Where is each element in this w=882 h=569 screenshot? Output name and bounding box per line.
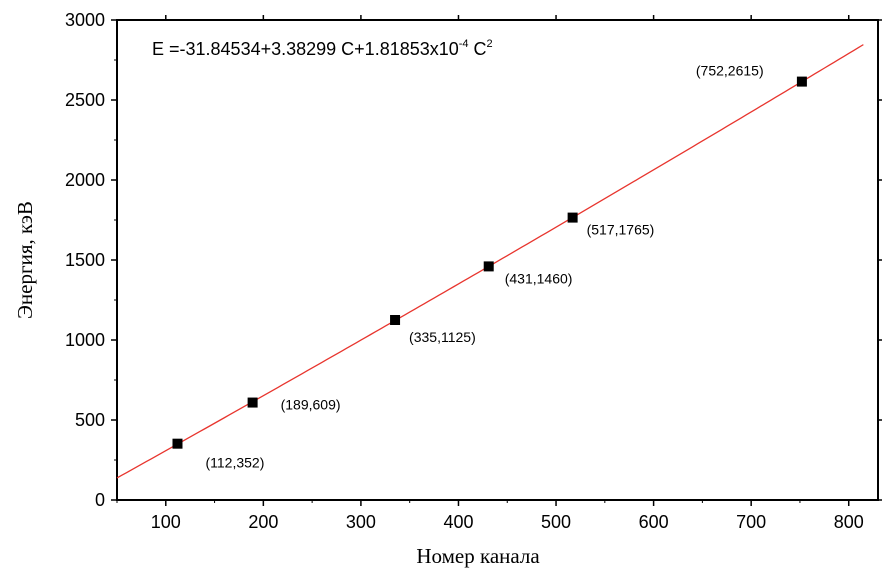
data-point [567,212,578,223]
data-point-label: (112,352) [205,455,264,471]
y-tick-label: 2500 [65,90,105,110]
x-tick-label: 300 [346,512,376,532]
y-tick-label: 3000 [65,10,105,30]
data-point [390,315,401,325]
data-point-label: (752,2615) [696,63,764,79]
y-tick-label: 1500 [65,250,105,270]
data-point-label: (517,1765) [587,222,655,238]
equation-exponent-2: 2 [487,38,493,50]
axes [116,19,879,501]
fit-layer [116,44,864,479]
y-tick-label: 500 [75,410,105,430]
x-tick-label: 700 [736,512,766,532]
data-point-label: (431,1460) [505,270,573,286]
points-layer [172,76,807,449]
x-tick-label: 200 [248,512,278,532]
x-tick-label: 400 [443,512,473,532]
ticks: 100 200 300 400 500 600 700 800 0 500 1000 1500 2000… [65,10,882,532]
equation-main: E =-31.84534+3.38299 C+1.81853x10 [152,39,459,59]
x-tick-label: 800 [834,512,864,532]
equation-annotation: E =-31.84534+3.38299 C+1.81853x10-4 C2 [152,38,493,59]
data-point [483,261,494,272]
plot-frame [116,19,879,501]
y-tick-label: 2000 [65,170,105,190]
y-tick-label: 0 [95,490,105,510]
x-tick-label: 100 [151,512,181,532]
y-axis-title: Энергия, кэВ [13,201,37,319]
fit-curve [116,44,864,479]
y-tick-label: 1000 [65,330,105,350]
data-point-label: (189,609) [281,397,341,413]
x-axis-title: Номер канала [416,544,540,568]
data-point [247,397,258,408]
x-tick-label: 600 [639,512,669,532]
data-point-label: (335,1125) [409,329,476,345]
data-point [796,76,807,87]
equation-exponent-1: -4 [459,38,469,50]
x-tick-label: 500 [541,512,571,532]
point-labels-layer: (112,352) (189,609) (335,1125) (431,1460) (5… [205,63,763,471]
equation-mid: C [469,39,487,59]
data-point [172,438,183,449]
